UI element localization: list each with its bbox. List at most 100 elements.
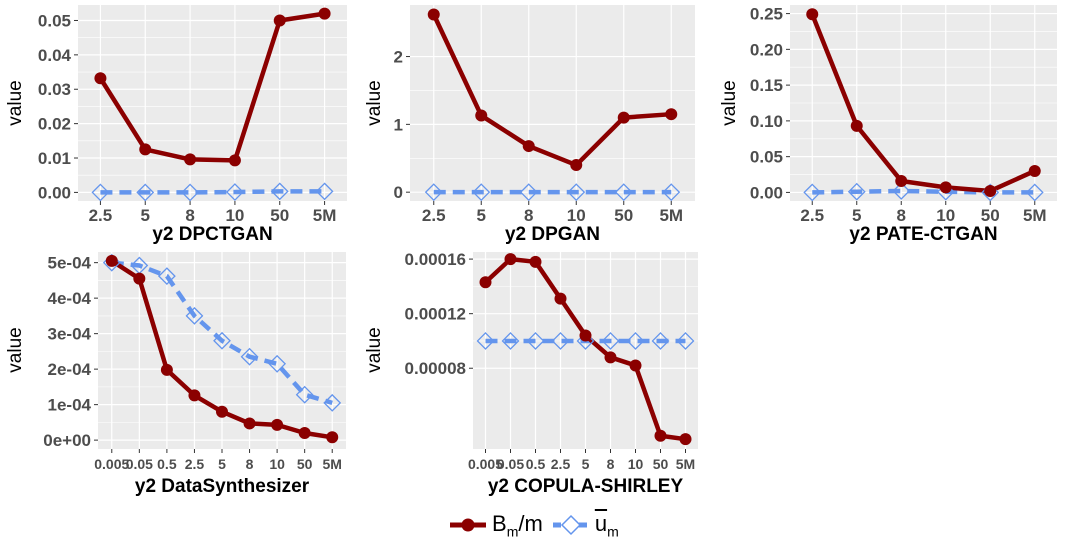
y-tick-label: 0.00 xyxy=(38,183,71,202)
x-tick-label: 0.5 xyxy=(157,456,177,472)
chart-title: y2 PATE-CTGAN xyxy=(849,224,997,245)
x-tick-label: 5M xyxy=(659,206,683,225)
y-tick-label: 2 xyxy=(394,48,403,67)
x-tick-label: 0.005 xyxy=(468,456,503,472)
data-point-um xyxy=(662,183,681,202)
data-point-bm xyxy=(850,119,863,132)
data-point-um xyxy=(157,267,176,286)
data-point-bm xyxy=(273,14,286,27)
x-tick-label: 10 xyxy=(628,456,644,472)
x-tick-label: 50 xyxy=(981,206,1000,225)
data-point-um xyxy=(225,183,244,201)
series-line-bm xyxy=(98,11,325,163)
x-tick-label: 5 xyxy=(582,456,590,472)
data-point-um xyxy=(424,183,443,202)
y-axis-label: value xyxy=(364,80,385,125)
data-point-bm xyxy=(806,8,819,21)
data-point-um xyxy=(676,332,695,350)
data-point-bm xyxy=(139,143,152,156)
chart-panel-1: 0.00 0.01 0.02 0.03 0.04 0.05 2.5 5 8 10 50 5M y2 DP… xyxy=(5,5,347,245)
data-point-um xyxy=(626,332,645,350)
data-point-bm xyxy=(665,108,678,121)
x-tick-label: 8 xyxy=(524,206,533,225)
data-point-um xyxy=(803,183,822,202)
x-tick-label: 2.5 xyxy=(800,206,824,225)
data-point-um xyxy=(476,332,495,350)
y-tick-label: 0.05 xyxy=(750,148,783,167)
x-tick-label: 2.5 xyxy=(185,456,205,472)
y-tick-label: 0.04 xyxy=(38,46,72,65)
y-tick-label: 0.15 xyxy=(750,76,783,95)
x-tick-label: 0.05 xyxy=(497,456,524,472)
data-point-bm xyxy=(604,351,617,364)
data-point-um xyxy=(213,331,231,350)
legend-item-bm: Bm/m xyxy=(448,510,543,540)
y-tick-label: 2e-04 xyxy=(48,360,92,379)
series-line-bm xyxy=(431,13,672,168)
data-point-um xyxy=(892,182,911,200)
series-line-um xyxy=(111,260,333,406)
legend-key-um xyxy=(552,514,589,536)
data-point-bm xyxy=(228,154,241,167)
y-axis-label: value xyxy=(5,327,26,372)
plot-panel-background xyxy=(410,5,695,201)
data-point-um xyxy=(295,385,314,404)
y-axis-label: value xyxy=(719,80,740,125)
data-point-um xyxy=(601,332,620,350)
data-point-bm xyxy=(479,276,492,289)
data-point-um xyxy=(136,183,155,202)
y-tick-label: 0e+00 xyxy=(43,431,91,450)
y-axis-label: value xyxy=(5,80,26,125)
x-tick-label: 10 xyxy=(936,206,955,225)
data-point-bm xyxy=(160,363,173,376)
y-tick-label: 0.00008 xyxy=(405,359,466,378)
y-tick-label: 0.00012 xyxy=(405,305,466,324)
data-point-um xyxy=(576,332,595,350)
x-tick-label: 0.5 xyxy=(526,456,546,472)
x-tick-label: 0.005 xyxy=(94,456,129,472)
data-point-bm xyxy=(94,72,107,85)
legend: Bm/m um xyxy=(448,508,627,542)
x-tick-label: 2.5 xyxy=(89,206,113,225)
y-tick-label: 3e-04 xyxy=(48,325,92,344)
x-tick-label: 8 xyxy=(185,206,194,225)
data-point-um xyxy=(551,332,570,350)
chart-panel-2: 0 1 2 2.5 5 8 10 50 5M y2 DPGAN value xyxy=(364,5,695,245)
x-tick-label: 5M xyxy=(322,456,341,472)
y-tick-label: 0.03 xyxy=(38,80,71,99)
y-tick-label: 0.02 xyxy=(38,115,71,134)
x-tick-label: 50 xyxy=(614,206,633,225)
x-tick-label: 50 xyxy=(297,456,313,472)
y-tick-label: 0.00016 xyxy=(405,250,466,269)
data-point-um xyxy=(472,183,491,202)
data-point-bm xyxy=(617,111,630,124)
x-tick-label: 5 xyxy=(218,456,226,472)
data-point-um xyxy=(323,393,342,412)
data-point-bm xyxy=(475,109,488,122)
x-tick-label: 10 xyxy=(567,206,586,225)
x-tick-label: 5 xyxy=(852,206,861,225)
x-tick-label: 2.5 xyxy=(422,206,446,225)
data-point-bm xyxy=(529,255,542,268)
data-point-bm xyxy=(271,418,284,431)
data-point-um xyxy=(270,182,289,201)
x-tick-label: 8 xyxy=(897,206,906,225)
series-line-bm xyxy=(810,13,1036,194)
x-tick-label: 10 xyxy=(269,456,285,472)
y-tick-label: 0.00 xyxy=(750,183,783,202)
data-point-bm xyxy=(654,429,667,442)
data-point-um xyxy=(651,332,670,350)
y-tick-label: 0 xyxy=(394,183,403,202)
data-point-bm xyxy=(243,417,256,430)
data-point-bm xyxy=(326,431,339,444)
data-point-um xyxy=(185,306,204,325)
y-tick-label: 0.20 xyxy=(750,40,783,59)
y-tick-label: 1e-04 xyxy=(48,396,92,415)
data-point-bm xyxy=(216,405,228,418)
x-tick-label: 5 xyxy=(141,206,150,225)
data-point-um xyxy=(1025,183,1044,202)
data-point-bm xyxy=(939,181,952,194)
y-tick-label: 5e-04 xyxy=(48,254,92,273)
